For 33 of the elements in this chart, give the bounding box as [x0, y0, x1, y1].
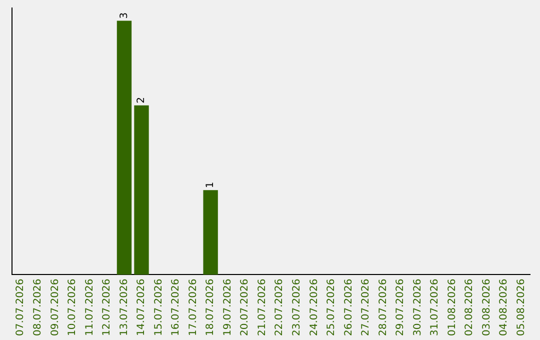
x-tick-label: 01.08.2026 — [446, 278, 458, 336]
x-tick-label: 16.07.2026 — [170, 278, 182, 336]
x-tick-label: 22.07.2026 — [274, 278, 286, 336]
x-tick-label: 17.07.2026 — [188, 278, 199, 336]
data-label: 2 — [136, 97, 148, 104]
x-tick-label: 02.08.2026 — [464, 278, 476, 336]
x-tick-label: 30.07.2026 — [412, 278, 424, 336]
x-tick-label: 05.08.2026 — [516, 278, 527, 336]
x-tick-label: 10.07.2026 — [67, 278, 78, 336]
x-tick-label: 27.07.2026 — [360, 278, 372, 336]
data-label: 3 — [118, 12, 130, 19]
x-tick-label: 25.07.2026 — [326, 278, 338, 336]
x-tick-label: 23.07.2026 — [291, 278, 302, 336]
x-tick-label: 12.07.2026 — [102, 278, 113, 336]
x-tick-label: 28.07.2026 — [378, 278, 389, 336]
data-label: 1 — [205, 182, 216, 188]
x-tick-label: 04.08.2026 — [498, 278, 510, 336]
x-tick-label: 08.07.2026 — [32, 278, 44, 336]
x-tick-label: 07.07.2026 — [15, 278, 26, 336]
x-tick-label: 15.07.2026 — [153, 278, 164, 336]
x-tick-label: 19.07.2026 — [222, 278, 234, 336]
x-tick-label: 18.07.2026 — [205, 278, 216, 336]
x-tick-label: 20.07.2026 — [240, 278, 251, 336]
x-tick-label: 09.07.2026 — [50, 278, 61, 336]
x-tick-label: 29.07.2026 — [395, 278, 406, 336]
x-tick-label: 26.07.2026 — [343, 278, 354, 336]
x-tick-label: 31.07.2026 — [430, 278, 441, 336]
x-tick-label: 24.07.2026 — [308, 278, 320, 336]
x-tick-label: 13.07.2026 — [118, 278, 130, 336]
x-tick-label: 11.07.2026 — [84, 278, 96, 336]
x-tick-label: 21.07.2026 — [256, 278, 268, 336]
x-tick-label: 14.07.2026 — [136, 278, 148, 336]
x-tick-label: 03.08.2026 — [481, 278, 492, 336]
